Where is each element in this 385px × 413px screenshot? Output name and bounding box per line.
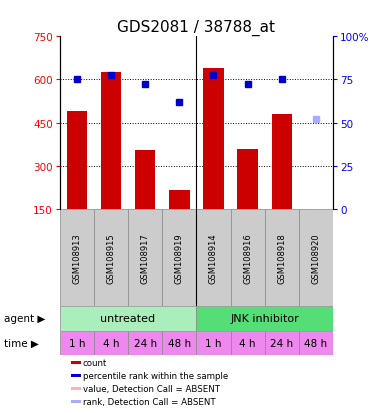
Bar	[271, 115, 292, 209]
Text: 48 h: 48 h	[305, 338, 328, 348]
Bar	[67, 112, 87, 209]
Text: 4 h: 4 h	[103, 338, 119, 348]
Bar	[128, 331, 162, 355]
Text: agent ▶: agent ▶	[4, 313, 45, 324]
Text: time ▶: time ▶	[4, 338, 39, 348]
Bar	[203, 69, 224, 209]
Bar	[70, 374, 81, 377]
Bar	[231, 209, 264, 306]
Bar	[196, 331, 231, 355]
Bar	[196, 306, 333, 331]
Bar	[60, 306, 196, 331]
Text: GSM108919: GSM108919	[175, 233, 184, 283]
Bar	[231, 331, 264, 355]
Bar	[94, 331, 128, 355]
Text: GSM108916: GSM108916	[243, 233, 252, 283]
Bar	[94, 209, 128, 306]
Text: JNK inhibitor: JNK inhibitor	[230, 313, 299, 324]
Bar	[135, 151, 155, 209]
Title: GDS2081 / 38788_at: GDS2081 / 38788_at	[117, 20, 275, 36]
Text: 1 h: 1 h	[205, 338, 222, 348]
Text: 48 h: 48 h	[168, 338, 191, 348]
Text: GSM108913: GSM108913	[72, 233, 81, 283]
Bar	[169, 191, 189, 209]
Bar	[100, 73, 121, 209]
Text: rank, Detection Call = ABSENT: rank, Detection Call = ABSENT	[83, 397, 215, 406]
Text: 24 h: 24 h	[270, 338, 293, 348]
Text: GSM108917: GSM108917	[141, 233, 150, 283]
Text: 4 h: 4 h	[239, 338, 256, 348]
Text: GSM108918: GSM108918	[277, 233, 286, 283]
Bar	[162, 331, 196, 355]
Bar	[128, 209, 162, 306]
Bar	[299, 209, 333, 306]
Text: GSM108915: GSM108915	[106, 233, 115, 283]
Text: count: count	[83, 358, 107, 368]
Bar	[196, 209, 231, 306]
Text: 24 h: 24 h	[134, 338, 157, 348]
Bar	[264, 331, 299, 355]
Bar	[264, 209, 299, 306]
Bar	[60, 331, 94, 355]
Bar	[70, 362, 81, 365]
Bar	[70, 387, 81, 390]
Text: GSM108920: GSM108920	[311, 233, 320, 283]
Text: untreated: untreated	[100, 313, 156, 324]
Text: GSM108914: GSM108914	[209, 233, 218, 283]
Text: 1 h: 1 h	[69, 338, 85, 348]
Text: value, Detection Call = ABSENT: value, Detection Call = ABSENT	[83, 384, 219, 393]
Bar	[299, 331, 333, 355]
Bar	[237, 149, 258, 209]
Bar	[162, 209, 196, 306]
Bar	[60, 209, 94, 306]
Bar	[70, 400, 81, 404]
Text: percentile rank within the sample: percentile rank within the sample	[83, 371, 228, 380]
